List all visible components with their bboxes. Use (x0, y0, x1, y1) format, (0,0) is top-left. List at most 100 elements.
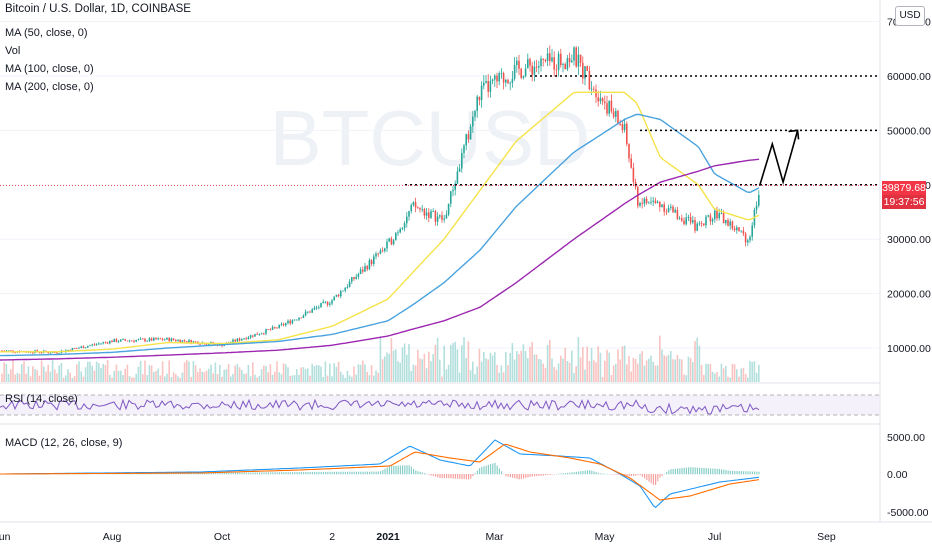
study-label-ma100[interactable]: MA (100, close, 0) (5, 63, 94, 75)
volume-bar (621, 346, 624, 382)
volume-bar (91, 365, 93, 382)
macd-hist-bar (283, 472, 285, 475)
volume-bar (639, 353, 641, 382)
macd-hist-bar (223, 472, 225, 475)
candle-body (619, 123, 621, 125)
candle-body (104, 342, 107, 343)
macd-axis[interactable]: 5000.00 0.00 -5000.00 (887, 432, 929, 519)
candle-body (159, 338, 162, 340)
volume-bar (665, 356, 668, 382)
candle-body (709, 215, 712, 222)
candle-body (263, 333, 265, 335)
candle-body (56, 352, 58, 354)
candle-body (687, 216, 690, 218)
candle-body (579, 54, 582, 63)
volume-bar (623, 345, 626, 382)
volume-bar (406, 354, 408, 382)
volume-bar (608, 352, 610, 382)
macd-hist-bar (688, 467, 690, 475)
volume-bar (593, 360, 595, 382)
macd-hist-bar (184, 473, 186, 475)
study-label-ma200[interactable]: MA (200, close, 0) (5, 81, 94, 93)
candle-body (113, 339, 115, 343)
volume-bar (736, 369, 738, 382)
candle-body (177, 339, 179, 342)
macd-hist-bar (635, 474, 637, 476)
candle-body (179, 339, 181, 343)
candlesticks (1, 45, 760, 355)
candle-body (406, 216, 408, 224)
candle-body (749, 236, 751, 241)
volume-bar (505, 351, 507, 382)
volume-bar (285, 364, 287, 382)
volume-bar (313, 366, 316, 382)
ma-line-2 (0, 158, 760, 361)
candle-body (694, 220, 696, 231)
volume-bar (577, 337, 580, 382)
candle-body (115, 339, 118, 342)
volume-bar (445, 369, 448, 382)
macd-hist-bar (307, 471, 309, 475)
macd-hist-bar (230, 472, 232, 475)
volume-bar (518, 354, 520, 382)
volume-bar (650, 355, 652, 382)
macd-hist-bar (461, 474, 463, 480)
macd-hist-bar (366, 471, 368, 475)
volume-bar (408, 344, 410, 382)
macd-hist-bar (384, 468, 386, 475)
candle-body (302, 315, 305, 318)
candle-body (487, 81, 489, 92)
time-axis[interactable]: Jun Aug Oct 2 2021 Mar May Jul Sep (0, 531, 836, 543)
candle-body (568, 58, 571, 63)
macd-hist-bar (179, 473, 181, 475)
volume-bar (161, 361, 164, 382)
price-tick-label: 20000.00 (887, 289, 931, 301)
macd-hist-bar (351, 471, 353, 475)
macd-hist-bar (595, 472, 597, 475)
macd-hist-bar (593, 471, 595, 475)
volume-bar (705, 363, 707, 382)
volume-bar (421, 359, 423, 382)
candle-body (599, 98, 602, 102)
volume-bar (749, 360, 751, 382)
volume-bar (234, 365, 236, 382)
macd-hist-bar (600, 473, 602, 475)
macd-tick-label: 0.00 (887, 469, 908, 481)
study-label-macd[interactable]: MACD (12, 26, close, 9) (5, 437, 123, 449)
currency-button[interactable]: USD (895, 6, 925, 26)
volume-bar (296, 369, 298, 382)
candle-body (392, 240, 395, 245)
study-label-ma50[interactable]: MA (50, close, 0) (5, 27, 88, 39)
volume-bar (29, 376, 32, 382)
volume-bar (263, 365, 265, 382)
macd-hist-bar (300, 471, 302, 475)
volume-bar (135, 373, 137, 382)
chart-title[interactable]: Bitcoin / U.S. Dollar, 1D, COINBASE (5, 3, 191, 15)
candle-body (194, 341, 197, 343)
volume-bar (419, 358, 421, 382)
macd-hist-bar (512, 474, 514, 478)
volume-bar (491, 355, 494, 382)
candle-body (566, 58, 569, 70)
study-label-vol[interactable]: Vol (5, 45, 21, 57)
volume-bar (274, 371, 276, 382)
candle-body (282, 324, 285, 326)
volume-bar (117, 370, 120, 382)
macd-hist-bar (487, 464, 489, 475)
candle-body (335, 294, 338, 297)
volume-bar (333, 363, 335, 382)
volume-bar (527, 358, 529, 382)
volume-bar (397, 361, 399, 382)
candle-body (331, 300, 333, 304)
candle-body (109, 340, 111, 344)
macd-hist-bar (628, 474, 630, 477)
volume-bar (271, 374, 274, 382)
macd-hist-bar (234, 472, 236, 475)
macd-hist-bar (573, 472, 575, 475)
candle-body (164, 339, 166, 341)
candle-body (379, 250, 382, 254)
volume-bar (241, 369, 243, 382)
study-label-rsi[interactable]: RSI (14, close) (5, 393, 78, 405)
candle-body (472, 116, 474, 127)
